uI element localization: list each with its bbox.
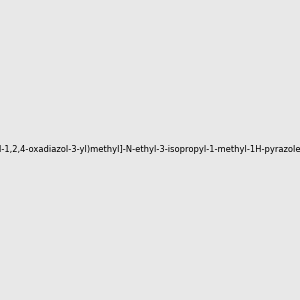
- Text: N-[(5-cyclobutyl-1,2,4-oxadiazol-3-yl)methyl]-N-ethyl-3-isopropyl-1-methyl-1H-py: N-[(5-cyclobutyl-1,2,4-oxadiazol-3-yl)me…: [0, 146, 300, 154]
